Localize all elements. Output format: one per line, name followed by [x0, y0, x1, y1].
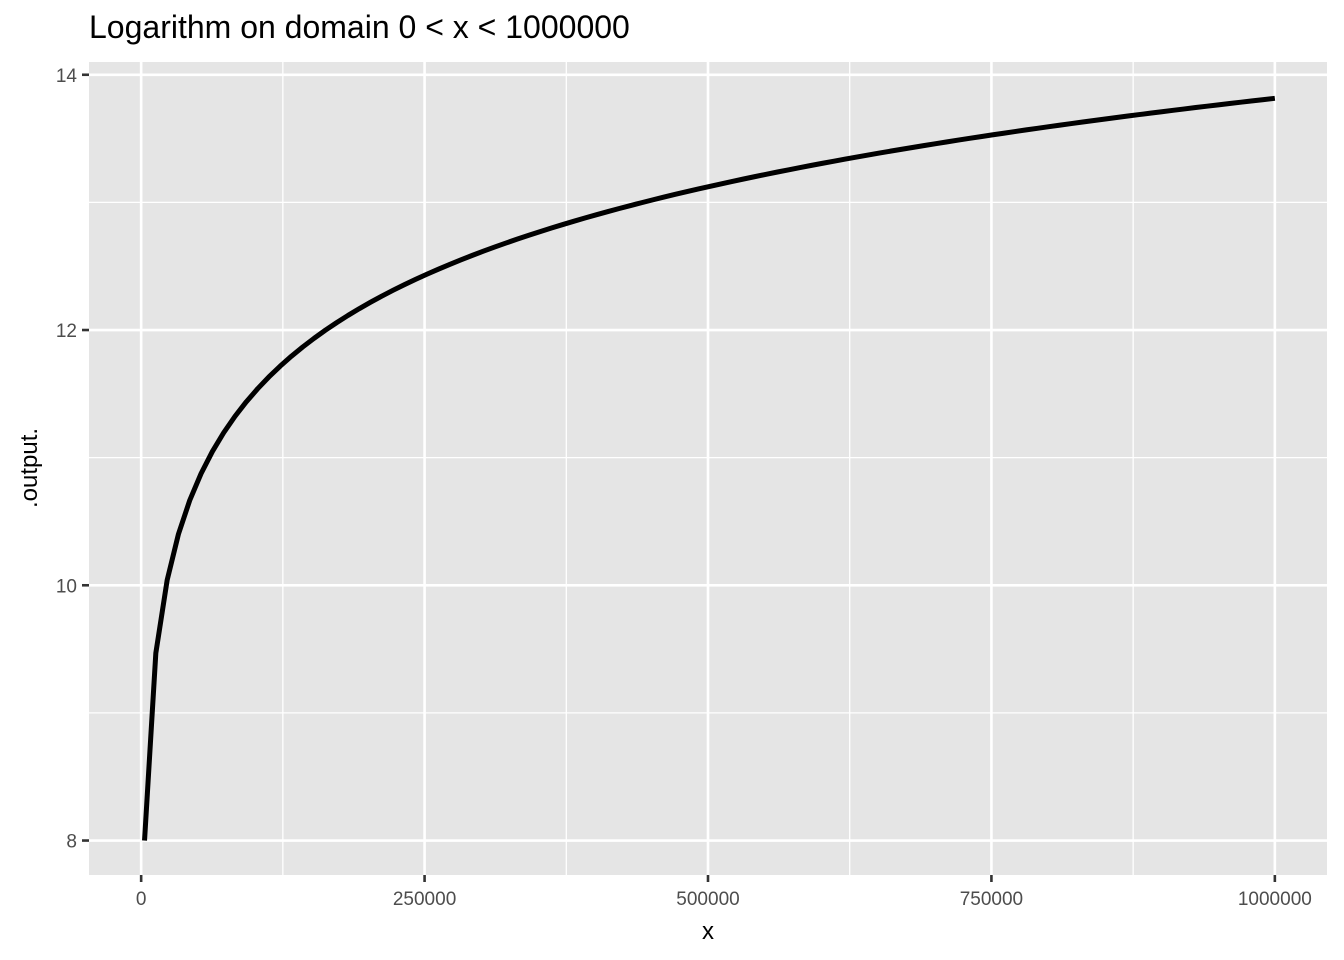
x-axis: 0 250000 500000 750000 1000000	[136, 875, 1312, 910]
y-tick-label: 14	[56, 66, 78, 87]
x-tick-label: 1000000	[1238, 889, 1312, 910]
y-tick-label: 10	[56, 576, 77, 597]
y-axis: 8 10 12 14	[56, 66, 89, 853]
major-gridlines	[89, 62, 1327, 875]
x-tick-label: 250000	[393, 889, 456, 910]
x-tick-label: 0	[136, 889, 147, 910]
x-axis-title: x	[702, 918, 714, 945]
y-axis-title: .output.	[16, 428, 43, 508]
chart-title: Logarithm on domain 0 < x < 1000000	[89, 9, 630, 45]
data-series	[142, 95, 1276, 841]
series-line	[142, 95, 1276, 841]
x-tick-label: 750000	[960, 889, 1023, 910]
y-tick-label: 12	[56, 321, 77, 342]
y-tick-label: 8	[66, 832, 77, 853]
x-tick-label: 500000	[676, 889, 739, 910]
